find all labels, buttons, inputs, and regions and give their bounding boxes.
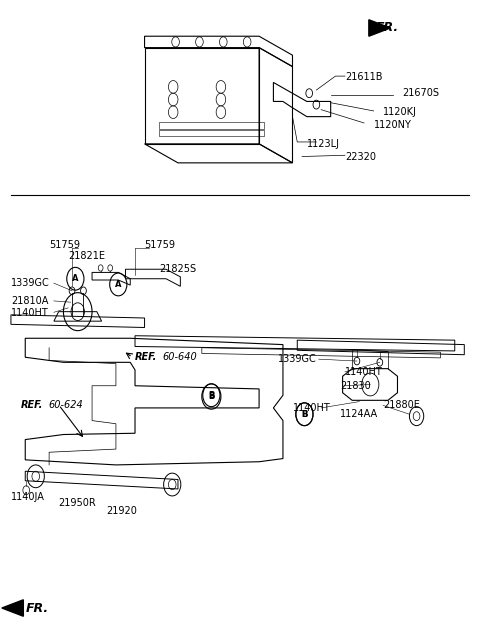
Text: 21611B: 21611B [345,73,383,83]
Polygon shape [369,20,390,36]
Text: 51759: 51759 [144,240,176,250]
Text: 1140HT: 1140HT [11,308,48,318]
Text: 21825S: 21825S [159,263,196,273]
Bar [159,122,264,128]
Text: B: B [301,410,308,418]
Text: REF.: REF. [135,352,157,363]
Text: 1140HT: 1140HT [345,367,383,377]
Text: A: A [115,280,121,289]
Text: B: B [208,392,215,401]
Text: A: A [72,274,79,283]
Text: FR.: FR. [26,602,49,614]
Text: 1140HT: 1140HT [292,403,330,413]
Text: REF.: REF. [21,400,43,410]
Text: 21920: 21920 [107,506,137,516]
Text: 1140JA: 1140JA [11,492,45,502]
Text: 60-640: 60-640 [163,352,197,363]
Text: FR.: FR. [376,22,399,34]
Text: 1120KJ: 1120KJ [383,107,417,117]
Text: 21670S: 21670S [402,88,439,98]
Text: 21950R: 21950R [59,498,96,508]
Text: B: B [208,391,215,400]
Text: 51759: 51759 [49,240,80,250]
Text: 1339GC: 1339GC [11,278,50,288]
Text: 21830: 21830 [340,381,371,391]
Polygon shape [2,600,24,616]
Text: 1120NY: 1120NY [373,120,411,130]
Text: 22320: 22320 [345,151,376,162]
Text: 1124AA: 1124AA [340,409,378,419]
Bar [159,130,264,136]
Text: 21880E: 21880E [383,401,420,410]
Text: 1123LJ: 1123LJ [307,139,340,149]
Text: 21810A: 21810A [11,296,48,306]
Text: B: B [301,410,308,418]
Text: 60-624: 60-624 [48,400,83,410]
Text: 1339GC: 1339GC [278,354,317,364]
Text: 21821E: 21821E [68,251,105,261]
